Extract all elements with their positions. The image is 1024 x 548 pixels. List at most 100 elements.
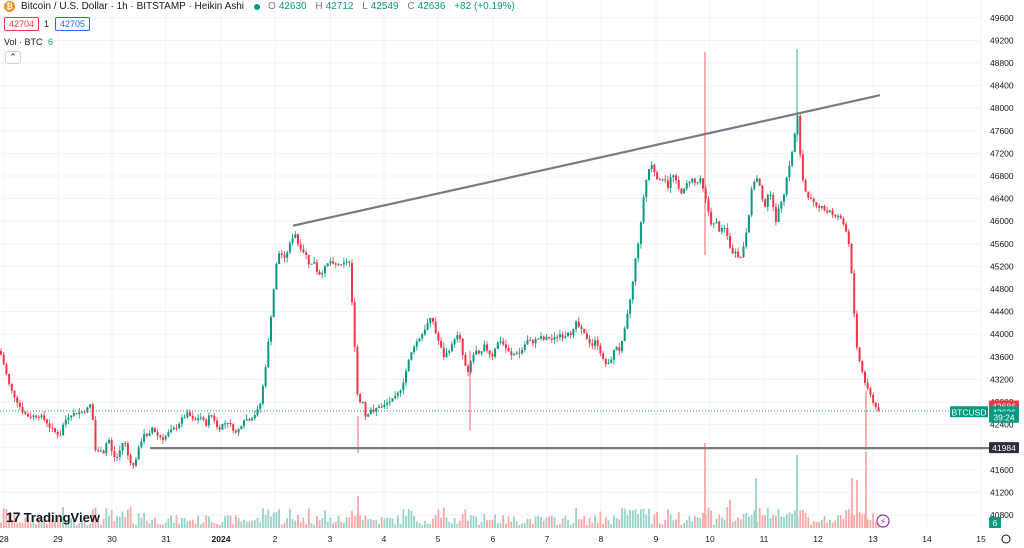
volume-legend[interactable]: Vol · BTC 6 — [4, 37, 53, 47]
candle-body — [515, 352, 518, 354]
volume-bar — [672, 520, 675, 528]
volume-bar — [550, 515, 553, 528]
volume-bar — [240, 521, 243, 528]
candle-body — [594, 340, 596, 346]
volume-bar — [313, 524, 316, 528]
candle-body — [588, 339, 591, 344]
volume-bar — [46, 523, 48, 528]
candle-body — [731, 247, 734, 254]
volume-bar — [262, 508, 264, 528]
lightning-icon[interactable] — [876, 514, 890, 528]
candle-body — [815, 202, 818, 207]
volume-bar — [640, 509, 642, 528]
candle-body — [669, 177, 672, 189]
symbol-legend: ₿ Bitcoin / U.S. Dollar · 1h · BITSTAMP … — [4, 1, 518, 12]
candle-body — [602, 353, 605, 359]
volume-bar — [113, 520, 116, 528]
candle-body — [29, 416, 32, 418]
symbol-title[interactable]: Bitcoin / U.S. Dollar · 1h · BITSTAMP · … — [21, 1, 245, 12]
candle-body — [658, 179, 661, 181]
candle-body — [564, 336, 567, 338]
time-axis[interactable]: 28 29 30 31 2024 2 3 4 5 6 7 8 9 10 11 12 13 14 15 — [0, 534, 986, 544]
candle-body — [189, 412, 191, 416]
candle-body — [375, 407, 378, 412]
candle-body — [869, 388, 872, 395]
trendlines[interactable] — [150, 94, 990, 450]
volume-bar — [642, 508, 645, 528]
volume-bar — [545, 517, 548, 528]
candle-body — [413, 346, 416, 353]
volume-bar — [19, 522, 21, 528]
collapse-legend-button[interactable]: ⌃ — [5, 51, 21, 64]
y-tick-label: 47200 — [990, 148, 1014, 158]
candle-body — [159, 435, 162, 438]
volume-bar — [2, 508, 5, 528]
volume-bar — [521, 523, 523, 528]
candle-body — [261, 386, 264, 404]
candle-body — [766, 194, 769, 207]
volume-bar — [480, 522, 483, 528]
volume-bar — [866, 519, 869, 528]
candle-body — [286, 252, 289, 258]
candle-body — [486, 344, 488, 351]
candle-body — [405, 371, 407, 383]
volume-bar — [205, 515, 208, 528]
volume-bar — [367, 519, 370, 528]
volume-bar — [170, 515, 172, 528]
candle-body — [855, 313, 858, 348]
candle-body — [62, 424, 65, 436]
candle-body — [591, 343, 594, 346]
volume-bar — [599, 511, 602, 528]
order-quantity[interactable]: 1 — [44, 19, 50, 29]
settings-gear-icon[interactable] — [1001, 534, 1011, 544]
volume-bar — [310, 523, 313, 528]
price-change: +82 (+0.19%) — [454, 1, 515, 12]
candle-body — [810, 197, 812, 199]
volume-bar — [456, 523, 459, 528]
candle-body — [27, 414, 29, 417]
volume-bar — [432, 518, 434, 528]
volume-bar — [610, 524, 613, 528]
buy-button[interactable]: 42705 — [55, 17, 91, 31]
volume-bar — [694, 515, 696, 528]
volume-bar — [35, 524, 37, 528]
candle-body — [853, 273, 856, 314]
sell-button[interactable]: 42704 — [4, 17, 40, 31]
candle-body — [472, 354, 475, 362]
volume-bar — [202, 522, 205, 528]
volume-bar — [329, 517, 332, 528]
candle-body — [691, 178, 694, 182]
volume-bar — [62, 507, 64, 528]
candle-body — [729, 235, 731, 248]
candle-body — [324, 266, 326, 274]
y-tick-label: 40800 — [990, 510, 1014, 520]
price-axis[interactable]: 4080041200416004200042400428004320043600… — [990, 13, 1014, 520]
candle-body — [672, 175, 675, 178]
volume-bar — [32, 518, 35, 528]
candle-body — [43, 415, 46, 420]
volume-bar — [8, 514, 10, 528]
candle-body — [567, 332, 569, 337]
volume-bar — [561, 518, 564, 528]
volume-bar — [397, 515, 399, 528]
volume-value: 6 — [48, 37, 54, 47]
candle-body — [340, 264, 343, 266]
volume-bar — [739, 519, 742, 528]
volume-bar — [645, 514, 648, 528]
candle-body — [2, 354, 5, 365]
volume-bar — [118, 516, 121, 528]
candle-body — [531, 340, 534, 344]
volume-bar — [275, 512, 278, 528]
candle-body — [526, 340, 529, 345]
candle-body — [383, 404, 386, 407]
volume-bar — [648, 508, 650, 528]
candle-body — [402, 382, 405, 391]
tradingview-logo[interactable]: 17 TradingView — [6, 509, 100, 525]
candle-body — [561, 334, 564, 338]
volume-bar — [810, 524, 812, 528]
volume-tag: 6 — [993, 518, 998, 528]
volume-bar — [37, 518, 40, 528]
volume-bar — [742, 514, 745, 528]
tradingview-mark-icon: 17 — [6, 509, 21, 525]
